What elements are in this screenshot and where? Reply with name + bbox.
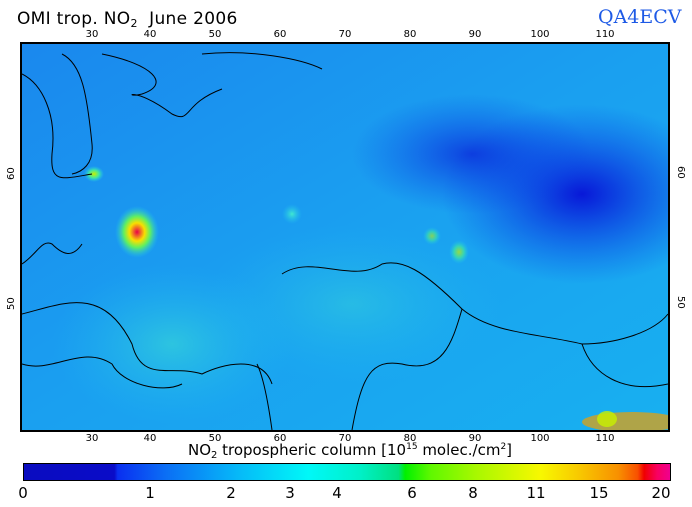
lat-tick-right: 60 <box>675 166 686 179</box>
lon-tick-bottom: 60 <box>273 433 287 444</box>
lon-tick-top: 110 <box>595 29 615 40</box>
map-canvas <box>22 44 668 430</box>
lon-tick-bottom: 80 <box>403 433 417 444</box>
lon-tick-bottom: 70 <box>338 433 352 444</box>
lat-tick-right: 50 <box>675 296 686 309</box>
colorbar-label: NO2 tropospheric column [1015 molec./cm2… <box>187 441 513 461</box>
colorbar <box>23 463 671 481</box>
colorbar-tick: 3 <box>285 484 295 502</box>
lon-tick-top: 40 <box>143 29 157 40</box>
lat-tick-left: 60 <box>6 167 17 180</box>
lat-tick-left: 50 <box>6 297 17 310</box>
brand-label: QA4ECV <box>598 6 682 28</box>
colorbar-tick: 2 <box>226 484 236 502</box>
lon-tick-bottom: 100 <box>530 433 550 444</box>
lon-tick-top: 70 <box>338 29 352 40</box>
lon-tick-top: 50 <box>208 29 222 40</box>
lon-tick-top: 60 <box>273 29 287 40</box>
lon-tick-bottom: 50 <box>208 433 222 444</box>
colorbar-tick: 4 <box>332 484 342 502</box>
map-title: OMI trop. NO2 June 2006 <box>17 9 238 30</box>
colorbar-tick: 11 <box>526 484 546 502</box>
colorbar-tick: 15 <box>589 484 609 502</box>
lon-tick-bottom: 30 <box>85 433 99 444</box>
lon-tick-top: 80 <box>403 29 417 40</box>
lon-tick-top: 90 <box>468 29 482 40</box>
colorbar-tick: 0 <box>18 484 28 502</box>
colorbar-tick: 8 <box>468 484 478 502</box>
lon-tick-bottom: 90 <box>468 433 482 444</box>
colorbar-tick: 1 <box>145 484 155 502</box>
lon-tick-bottom: 40 <box>143 433 157 444</box>
lon-tick-top: 30 <box>85 29 99 40</box>
lon-tick-bottom: 110 <box>595 433 615 444</box>
lon-tick-top: 100 <box>530 29 550 40</box>
colorbar-tick: 6 <box>407 484 417 502</box>
no2-map <box>20 42 670 432</box>
colorbar-tick: 20 <box>651 484 671 502</box>
